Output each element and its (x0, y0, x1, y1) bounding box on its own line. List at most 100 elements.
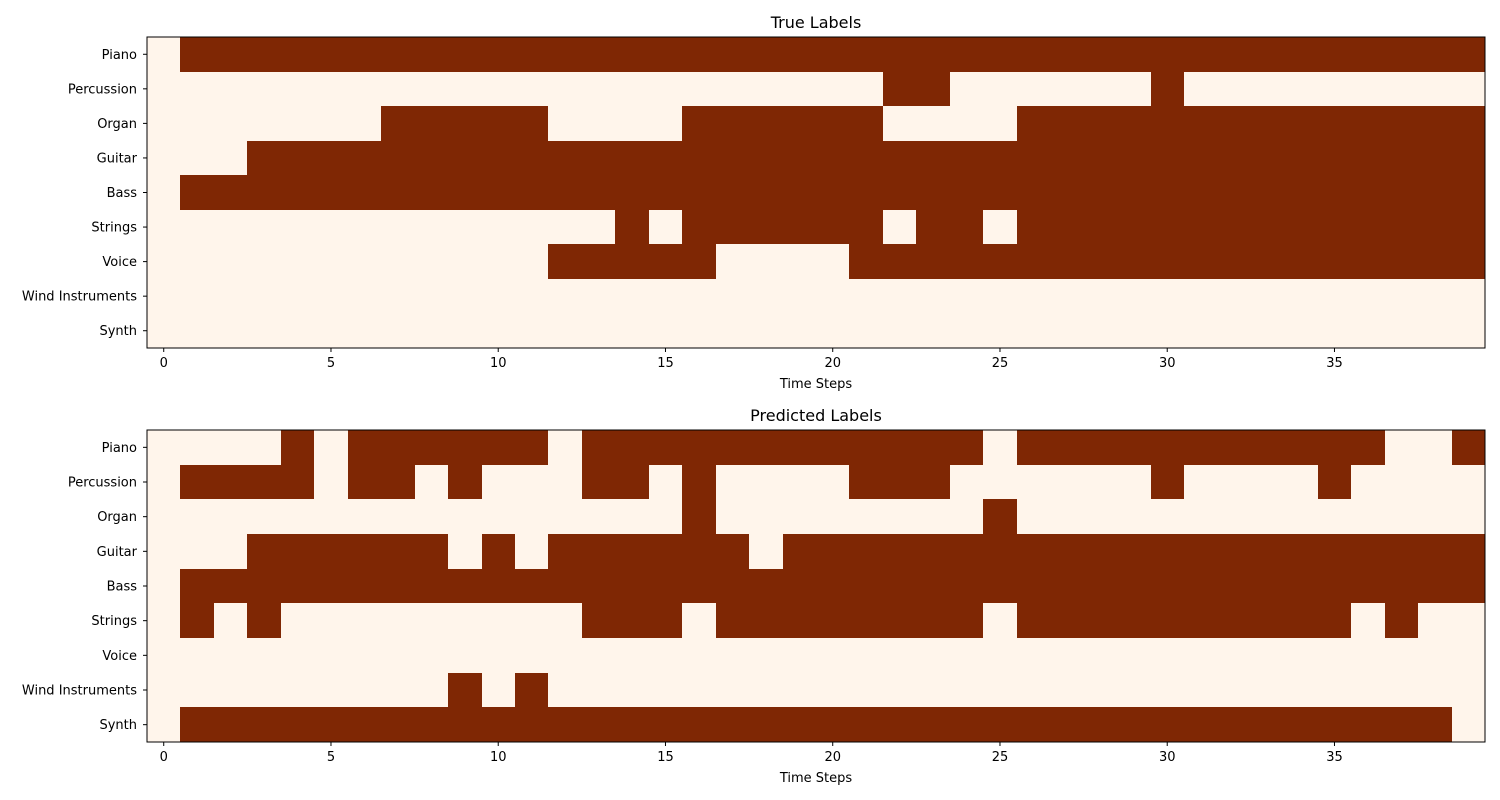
heatmap-cell (849, 72, 883, 106)
heatmap-cell (716, 244, 749, 279)
heatmap-cell (1452, 106, 1485, 141)
heatmap-cell (1017, 673, 1050, 707)
heatmap-cell (348, 638, 381, 673)
heatmap-cell (1318, 279, 1351, 313)
heatmap-cell (1217, 210, 1251, 244)
heatmap-cell (415, 569, 448, 603)
heatmap-cell (482, 313, 515, 348)
heatmap-cell (916, 72, 950, 106)
heatmap-cell (716, 210, 749, 244)
heatmap-cell (381, 430, 415, 465)
heatmap-cell (749, 569, 783, 603)
heatmap-cell (1251, 638, 1284, 673)
heatmap-cell (1351, 141, 1385, 175)
heatmap-cell (615, 465, 649, 499)
heatmap-cell (314, 175, 348, 210)
heatmap-cell (515, 499, 548, 534)
heatmap-cell (1418, 106, 1452, 141)
heatmap-cell (883, 37, 916, 72)
heatmap-cell (1251, 106, 1284, 141)
heatmap-cell (448, 673, 482, 707)
heatmap-cell (783, 72, 816, 106)
heatmap-cell (1452, 244, 1485, 279)
heatmap-cell (180, 279, 214, 313)
heatmap-cell (1084, 313, 1117, 348)
heatmap-cell (749, 244, 783, 279)
heatmap-cell (1017, 313, 1050, 348)
heatmap-cell (950, 603, 983, 638)
heatmap-cell (950, 37, 983, 72)
heatmap-cell (214, 37, 247, 72)
heatmap-cell (1418, 37, 1452, 72)
heatmap-cell (1151, 569, 1184, 603)
heatmap-cell (281, 210, 314, 244)
heatmap-cell (415, 603, 448, 638)
heatmap-cell (883, 175, 916, 210)
heatmap-cell (849, 175, 883, 210)
heatmap-cell (1452, 279, 1485, 313)
heatmap-cell (983, 279, 1017, 313)
heatmap-cell (749, 141, 783, 175)
heatmap-cell (783, 37, 816, 72)
heatmap-cell (1151, 430, 1184, 465)
heatmap-cell (1318, 707, 1351, 742)
x-tick-label: 20 (824, 750, 841, 765)
heatmap-cell (482, 106, 515, 141)
y-tick-label: Strings (91, 614, 137, 629)
heatmap-cell (716, 603, 749, 638)
heatmap-cell (1050, 244, 1084, 279)
heatmap-cell (783, 430, 816, 465)
heatmap-cell (816, 175, 849, 210)
heatmap-cell (415, 141, 448, 175)
heatmap-cell (448, 210, 482, 244)
heatmap-cell (1418, 279, 1452, 313)
heatmap-cell (716, 499, 749, 534)
heatmap-cell (1017, 279, 1050, 313)
heatmap-cell (247, 638, 281, 673)
heatmap-cell (147, 707, 180, 742)
heatmap-cell (1217, 603, 1251, 638)
heatmap-cell (548, 534, 582, 569)
heatmap-cell (214, 72, 247, 106)
heatmap-cell (649, 141, 682, 175)
heatmap-cell (582, 141, 615, 175)
heatmap-cell (214, 313, 247, 348)
heatmap-cell (1151, 465, 1184, 499)
heatmap-cell (883, 499, 916, 534)
heatmap-cell (180, 175, 214, 210)
heatmap-cell (1318, 673, 1351, 707)
heatmap-cell (1217, 106, 1251, 141)
heatmap-cell (716, 465, 749, 499)
heatmap-cell (716, 72, 749, 106)
heatmap-cell (1418, 141, 1452, 175)
heatmap-cell (1418, 569, 1452, 603)
heatmap-cell (247, 707, 281, 742)
heatmap-cell (749, 313, 783, 348)
heatmap-cell (1351, 534, 1385, 569)
heatmap-cell (716, 534, 749, 569)
heatmap-cell (1318, 106, 1351, 141)
heatmap-cell (916, 465, 950, 499)
y-tick-label: Organ (97, 117, 137, 132)
heatmap-cell (1117, 499, 1151, 534)
heatmap-cell (883, 72, 916, 106)
heatmap-cell (682, 499, 716, 534)
heatmap-cell (482, 141, 515, 175)
heatmap-cell (983, 210, 1017, 244)
heatmap-cell (849, 313, 883, 348)
heatmap-cell (1151, 673, 1184, 707)
y-tick-label: Piano (102, 48, 137, 63)
heatmap-cell (816, 465, 849, 499)
heatmap-cell (1351, 37, 1385, 72)
heatmap-cell (348, 313, 381, 348)
heatmap-cell (916, 106, 950, 141)
heatmap-cell (916, 313, 950, 348)
heatmap-cell (1418, 534, 1452, 569)
heatmap-cell (147, 534, 180, 569)
heatmap-cell (515, 244, 548, 279)
heatmap-cell (314, 673, 348, 707)
heatmap-cell (1050, 430, 1084, 465)
heatmap-cell (582, 37, 615, 72)
heatmap-cell (849, 534, 883, 569)
heatmap-cell (147, 72, 180, 106)
